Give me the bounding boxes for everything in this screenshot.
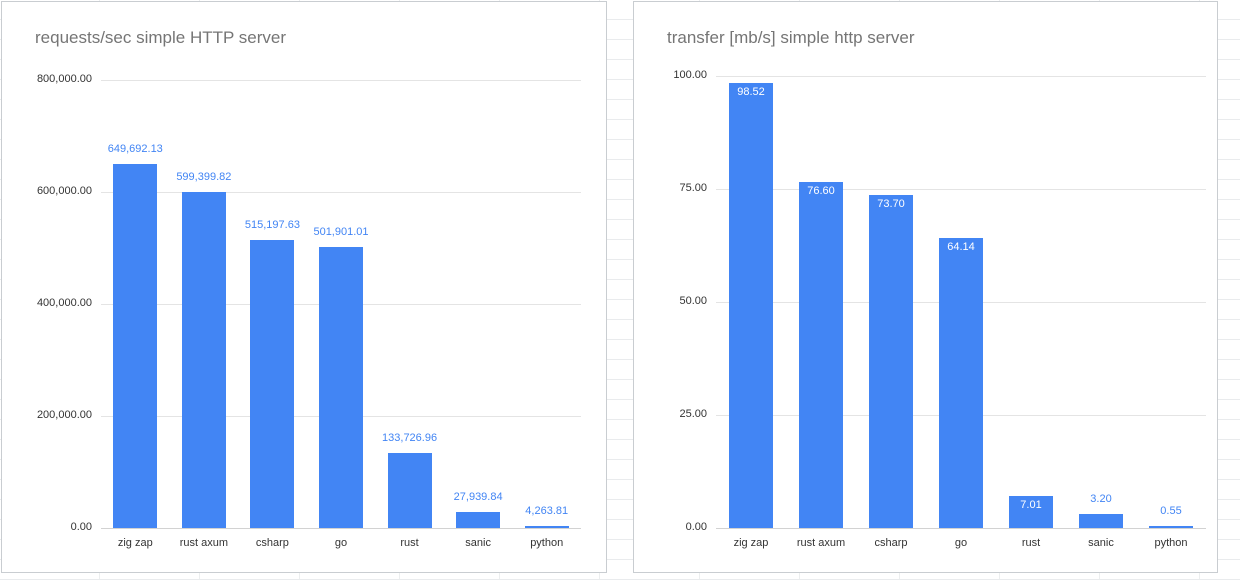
x-axis-category-label: go	[334, 537, 348, 549]
gridline	[101, 528, 581, 529]
x-axis-category-label: sanic	[465, 537, 491, 549]
bar	[181, 192, 226, 528]
y-axis-tick-label: 200,000.00	[36, 409, 92, 421]
x-axis-category-label: zig zap	[733, 537, 769, 549]
y-axis-tick-label: 0.00	[685, 521, 707, 533]
bar	[1079, 513, 1123, 528]
y-axis-tick-label: 100.00	[673, 69, 707, 81]
x-axis-category-label: rust	[400, 537, 419, 549]
bar	[456, 512, 501, 528]
bar-value-label: 649,692.13	[107, 143, 163, 156]
bar	[524, 525, 569, 528]
bar-slot: 76.60 rust axum	[786, 76, 856, 549]
x-axis-category-label: python	[1154, 537, 1188, 549]
bar: 64.14	[939, 238, 983, 528]
bar-slot: 133,726.96 rust	[375, 80, 444, 549]
y-axis-tick-label: 0.00	[70, 521, 92, 533]
x-axis-category-label: python	[530, 537, 564, 549]
bar-value-label: 98.52	[737, 85, 765, 98]
x-axis-category-label: csharp	[874, 537, 908, 549]
x-axis-category-label: csharp	[255, 537, 289, 549]
bar-slot: 515,197.63 csharp	[238, 80, 307, 550]
bar	[387, 453, 432, 528]
bar-value-label: 73.70	[877, 197, 905, 210]
y-axis-tick-label: 400,000.00	[36, 297, 92, 309]
bar-slot: 98.52 zig zap	[716, 76, 786, 549]
bar	[318, 246, 363, 528]
x-axis-category-label: zig zap	[117, 537, 153, 549]
bar-value-label: 3.20	[1090, 492, 1112, 505]
y-axis-tick-label: 50.00	[679, 295, 707, 307]
x-axis-category-label: rust axum	[179, 537, 228, 549]
bar-value-label: 7.01	[1020, 499, 1042, 512]
gridline	[716, 528, 1206, 529]
bar: 76.60	[799, 181, 843, 528]
chart-panel-transfer-mbps[interactable]: transfer [mb/s] simple http server 98.52…	[633, 1, 1218, 573]
y-axis-tick-label: 800,000.00	[36, 73, 92, 85]
x-axis-category-label: go	[954, 537, 968, 549]
bar-value-label: 599,399.82	[176, 171, 232, 184]
bar-value-label: 27,939.84	[453, 491, 503, 504]
bar-value-label: 4,263.81	[525, 504, 569, 517]
bar: 98.52	[729, 82, 773, 528]
bar-value-label: 0.55	[1160, 504, 1182, 517]
gridline	[101, 80, 581, 81]
bar	[1149, 525, 1193, 528]
bar	[113, 164, 158, 528]
bar: 73.70	[869, 194, 913, 528]
y-axis-tick-label: 25.00	[679, 408, 707, 420]
y-axis-tick-label: 600,000.00	[36, 185, 92, 197]
bar-slot: 599,399.82 rust axum	[170, 80, 239, 549]
bar-slot: 64.14 go	[926, 76, 996, 549]
plot-area: 649,692.13 zig zap 599,399.82 rust axum 515,…	[101, 80, 581, 550]
gridline	[101, 192, 581, 193]
gridline	[716, 76, 1206, 77]
bar-value-label: 64.14	[947, 241, 975, 254]
chart-panel-requests-per-sec[interactable]: requests/sec simple HTTP server 649,692.…	[1, 1, 607, 573]
bar-slot: 27,939.84 sanic	[444, 80, 513, 549]
bar-value-label: 501,901.01	[313, 225, 369, 238]
chart-title: requests/sec simple HTTP server	[35, 28, 286, 47]
bar-slot: 73.70 csharp	[856, 76, 926, 549]
x-axis-category-label: sanic	[1088, 537, 1114, 549]
bar	[250, 239, 295, 528]
bar-slot: 501,901.01 go	[307, 80, 376, 549]
chart-title: transfer [mb/s] simple http server	[667, 28, 915, 47]
bar-value-label: 76.60	[807, 184, 835, 197]
bar: 7.01	[1009, 496, 1053, 528]
bar-value-label: 515,197.63	[244, 218, 300, 231]
bar-slot: 649,692.13 zig zap	[101, 80, 170, 549]
bar-slot: 7.01 rust	[996, 76, 1066, 549]
y-axis-tick-label: 75.00	[679, 182, 707, 194]
bar-slot: 4,263.81 python	[512, 80, 581, 549]
bar-slot: 0.55 python	[1136, 76, 1206, 549]
bar-value-label: 133,726.96	[382, 432, 438, 445]
plot-area: 98.52 zig zap 76.60 rust axum 73.70 csharp 64.…	[716, 76, 1206, 549]
bar-slot: 3.20 sanic	[1066, 76, 1136, 549]
gridline	[716, 189, 1206, 190]
x-axis-category-label: rust axum	[796, 537, 846, 549]
x-axis-category-label: rust	[1021, 537, 1041, 549]
